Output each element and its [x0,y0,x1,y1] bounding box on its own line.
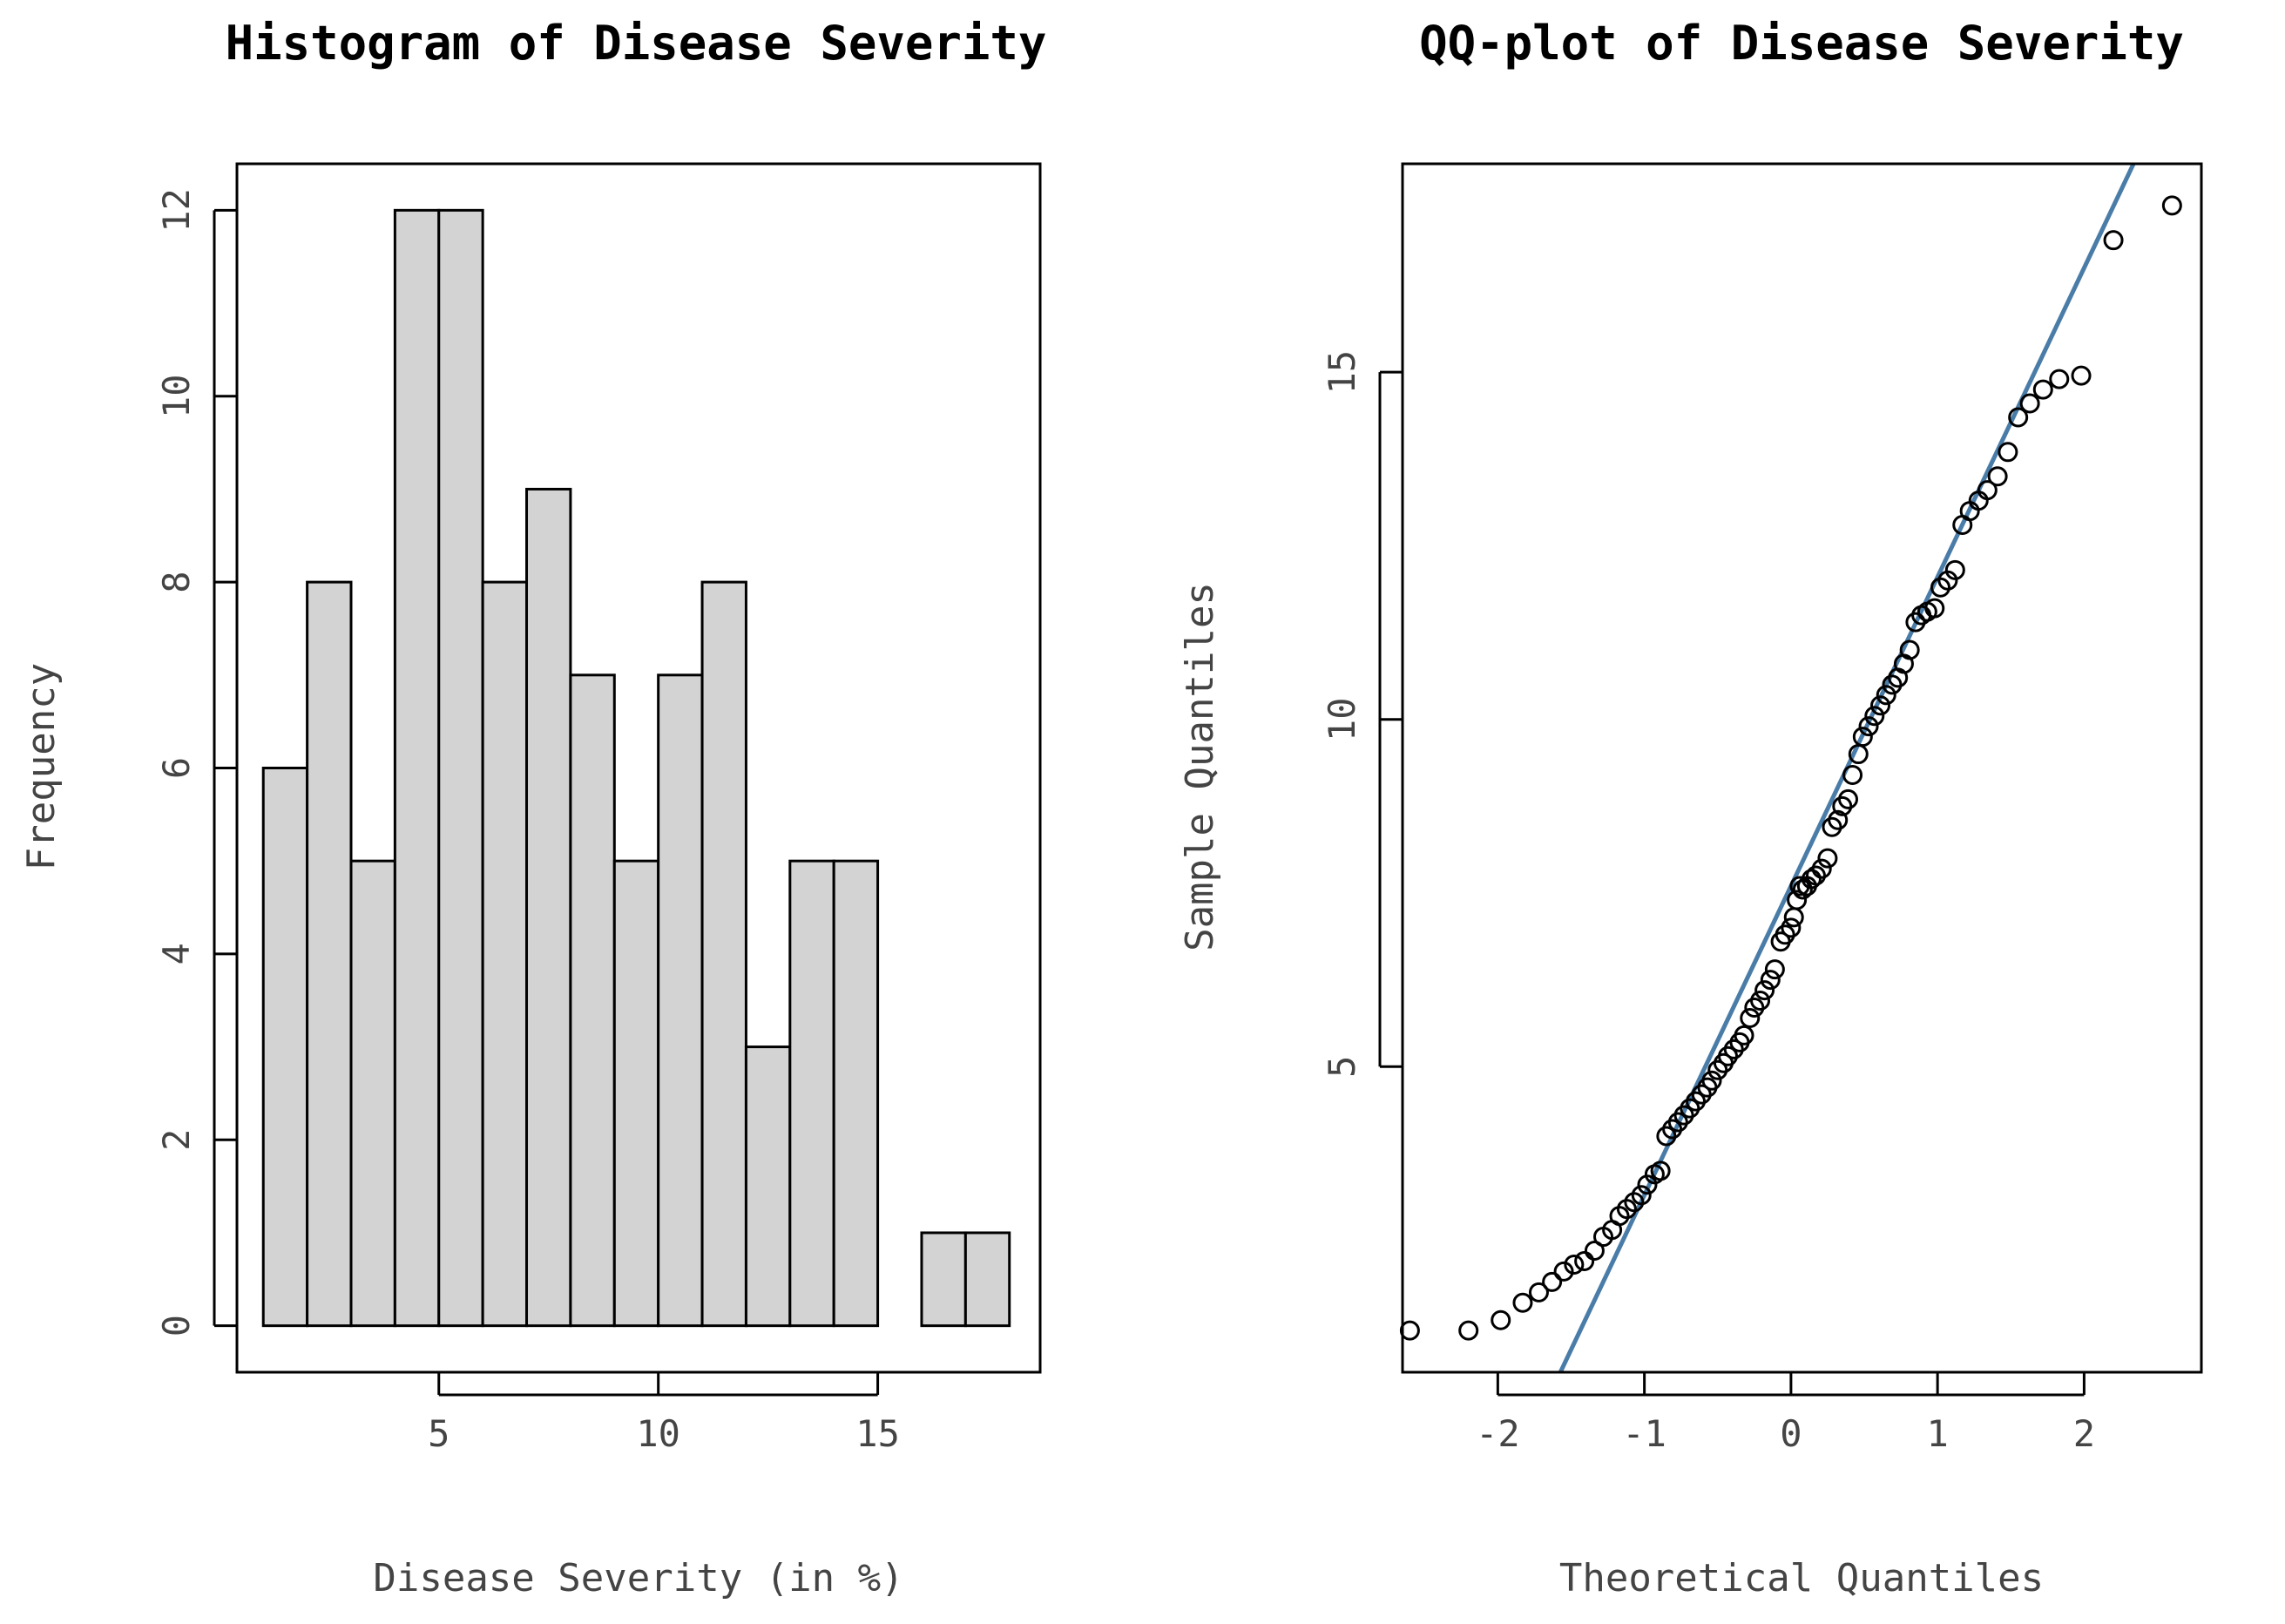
histogram-x-axis: 5 10 15 [428,1372,900,1455]
qqplot-point [1458,1320,1479,1341]
qqplot-point [1944,559,1965,580]
histogram-bar [437,208,484,1328]
qqplot-point [2032,379,2053,400]
qqplot-x-tick-label: 1 [1926,1412,1948,1455]
qqplot-point [1584,1241,1605,1262]
qqplot-title: QQ-plot of Disease Severity [1419,16,2184,71]
qqplot-point [1852,727,1873,748]
histogram-bar [349,859,396,1328]
qqplot-point [1838,788,1859,809]
qqplot-point [1574,1250,1595,1271]
histogram-x-tick-label: 10 [636,1412,680,1455]
qqplot-point [2049,369,2070,389]
histogram-x-tick-label: 5 [428,1412,450,1455]
qqplot-point [1870,695,1891,716]
histogram-bar [261,767,309,1328]
qqplot-point [1977,480,1998,501]
qqplot-point [1899,639,1920,660]
histogram-bar [963,1231,1011,1328]
qqplot-point [1817,848,1838,869]
qqplot-point [2008,407,2029,428]
histogram-y-tick-label: 10 [155,374,198,418]
qqplot-y-axis: 5 10 15 [1321,350,1403,1078]
qqplot-x-tick-label: 0 [1780,1412,1802,1455]
qqplot-point [1864,706,1885,727]
histogram-y-tick-label: 4 [155,943,198,964]
qqplot-point [2071,365,2092,386]
histogram-y-tick-label: 12 [155,188,198,233]
qqplot-points [1399,195,2182,1341]
qqplot-point [1754,980,1775,1001]
qqplot-point [1760,970,1781,991]
histogram-bar [393,208,441,1328]
histogram-bar [612,859,660,1328]
qqplot-point [2019,393,2040,414]
histogram-y-axis: 0 2 4 6 8 10 12 [155,188,237,1336]
qqplot-point [1924,598,1945,619]
qqplot-y-tick-label: 10 [1321,697,1363,741]
qqplot-point [1616,1199,1637,1220]
histogram-title: Histogram of Disease Severity [226,16,1047,71]
qqplot-point [1801,869,1822,890]
qqplot-point [1734,1025,1754,1045]
histogram-bar [832,859,880,1328]
histogram-bar [569,673,616,1328]
qqplot-plot-frame [1401,162,2203,1374]
qqplot-point [1512,1292,1533,1313]
qqplot-point [1609,1206,1630,1227]
qqplot-x-axis: -2 -1 0 1 2 [1476,1372,2095,1455]
qqplot-point [1491,1309,1511,1330]
qqplot-y-tick-label: 15 [1321,350,1363,395]
histogram-bar [700,580,747,1328]
histogram-bar [920,1231,967,1328]
qqplot-point [2103,230,2124,251]
qqplot-point [1553,1261,1574,1282]
histogram-bar [744,1045,792,1328]
qqplot-reference-line [1558,164,2136,1372]
histogram-bar [481,580,529,1328]
qqplot-point [1828,809,1849,830]
qqplot-point [1631,1185,1652,1206]
histogram-panel: Histogram of Disease Severity 5 10 15 0 2 4 6… [19,16,1046,1600]
qqplot-point [1399,1320,1420,1341]
qqplot-point [1542,1271,1563,1292]
qqplot-x-tick-label: 2 [2073,1412,2095,1455]
qqplot-point [1650,1160,1671,1181]
histogram-y-tick-label: 8 [155,571,198,592]
qqplot-point [1842,764,1863,785]
qqplot-x-tick-label: -2 [1476,1412,1520,1455]
histogram-bar [788,859,835,1328]
qqplot-point [1781,917,1802,938]
qqplot-point [1764,959,1785,980]
histogram-y-tick-label: 0 [155,1315,198,1336]
histogram-bar [657,673,704,1328]
qqplot-point [1987,466,2008,487]
qqplot-x-tick-label: -1 [1622,1412,1666,1455]
qqplot-y-tick-label: 5 [1321,1056,1363,1078]
qqplot-point [1858,716,1879,737]
histogram-bar [525,487,572,1328]
histogram-x-tick-label: 15 [855,1412,900,1455]
histogram-bars [261,208,1011,1328]
histogram-bar [306,580,353,1328]
qqplot-point [1740,1007,1761,1028]
qqplot-panel: QQ-plot of Disease Severity -2 -1 0 1 2 5 10 1… [1178,16,2203,1600]
qqplot-point [1876,685,1896,706]
histogram-x-label: Disease Severity (in %) [373,1556,903,1600]
histogram-y-tick-label: 2 [155,1129,198,1151]
qqplot-point [1787,890,1808,910]
qqplot-point [1528,1282,1549,1303]
histogram-y-tick-label: 6 [155,757,198,779]
qqplot-point [2161,195,2182,216]
qqplot-point [1564,1254,1585,1275]
histogram-y-label: Frequency [19,663,64,870]
qqplot-point [1783,907,1804,928]
qqplot-point [1998,442,2018,463]
qqplot-point [1701,1070,1722,1091]
qqplot-x-label: Theoretical Quantiles [1559,1556,2044,1600]
qqplot-y-label: Sample Quantiles [1178,582,1222,951]
qqplot-point [1750,991,1771,1012]
qqplot-point [1811,858,1832,879]
